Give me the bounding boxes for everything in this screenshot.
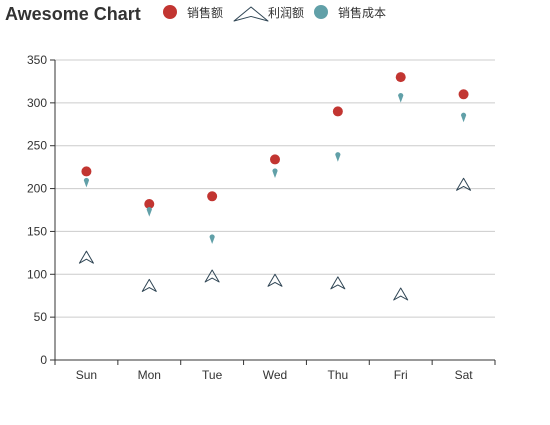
y-tick-label: 250 (27, 139, 47, 153)
point-2-6 (460, 112, 467, 123)
point-1-2 (204, 269, 220, 283)
point-1-3 (267, 273, 283, 287)
axes: 0 50 100 150 200 250 300 350 Sun Mon Tue Wed Thu Fri S… (27, 53, 496, 382)
y-tick-label: 350 (27, 53, 47, 67)
x-tick-label: Sat (455, 368, 474, 382)
y-tick-label: 300 (27, 96, 47, 110)
point-2-5 (398, 92, 404, 103)
grid (55, 59, 495, 318)
point-1-4 (330, 276, 346, 290)
legend-symbol-1 (233, 6, 269, 22)
point-1-1 (141, 278, 157, 292)
x-tick-label: Wed (263, 368, 287, 382)
point-2-0 (83, 177, 90, 188)
point-1-5 (393, 287, 409, 301)
legend-symbol-2 (314, 5, 328, 19)
y-tick-label: 0 (40, 353, 47, 367)
point-2-3 (272, 168, 278, 178)
marks (78, 72, 472, 301)
chart-title: Awesome Chart (5, 4, 141, 24)
point-0-4 (332, 106, 343, 117)
point-2-2 (209, 234, 215, 244)
legend-label-0: 销售额 (187, 5, 223, 20)
y-tick-label: 50 (34, 310, 48, 324)
point-0-0 (81, 166, 92, 177)
point-0-6 (458, 89, 469, 100)
legend-label-1: 利润额 (268, 6, 304, 20)
x-tick-label: Tue (202, 368, 223, 382)
point-2-1 (146, 206, 152, 217)
y-tick-label: 150 (27, 224, 47, 238)
point-1-6 (456, 177, 472, 191)
legend: 销售额 利润额 销售成本 (163, 5, 386, 22)
point-0-5 (395, 72, 406, 83)
y-tick-label: 200 (27, 182, 47, 196)
legend-symbol-0 (163, 5, 177, 19)
x-tick-label: Fri (394, 368, 408, 382)
x-tick-label: Mon (138, 368, 161, 382)
point-0-3 (270, 154, 280, 165)
point-0-2 (207, 191, 218, 202)
x-tick-label: Thu (328, 368, 349, 382)
x-tick-label: Sun (76, 368, 97, 382)
y-tick-label: 100 (27, 267, 47, 281)
point-2-4 (335, 152, 341, 162)
point-1-0 (78, 250, 94, 264)
point-0-1 (144, 199, 155, 209)
legend-label-2: 销售成本 (338, 5, 386, 20)
